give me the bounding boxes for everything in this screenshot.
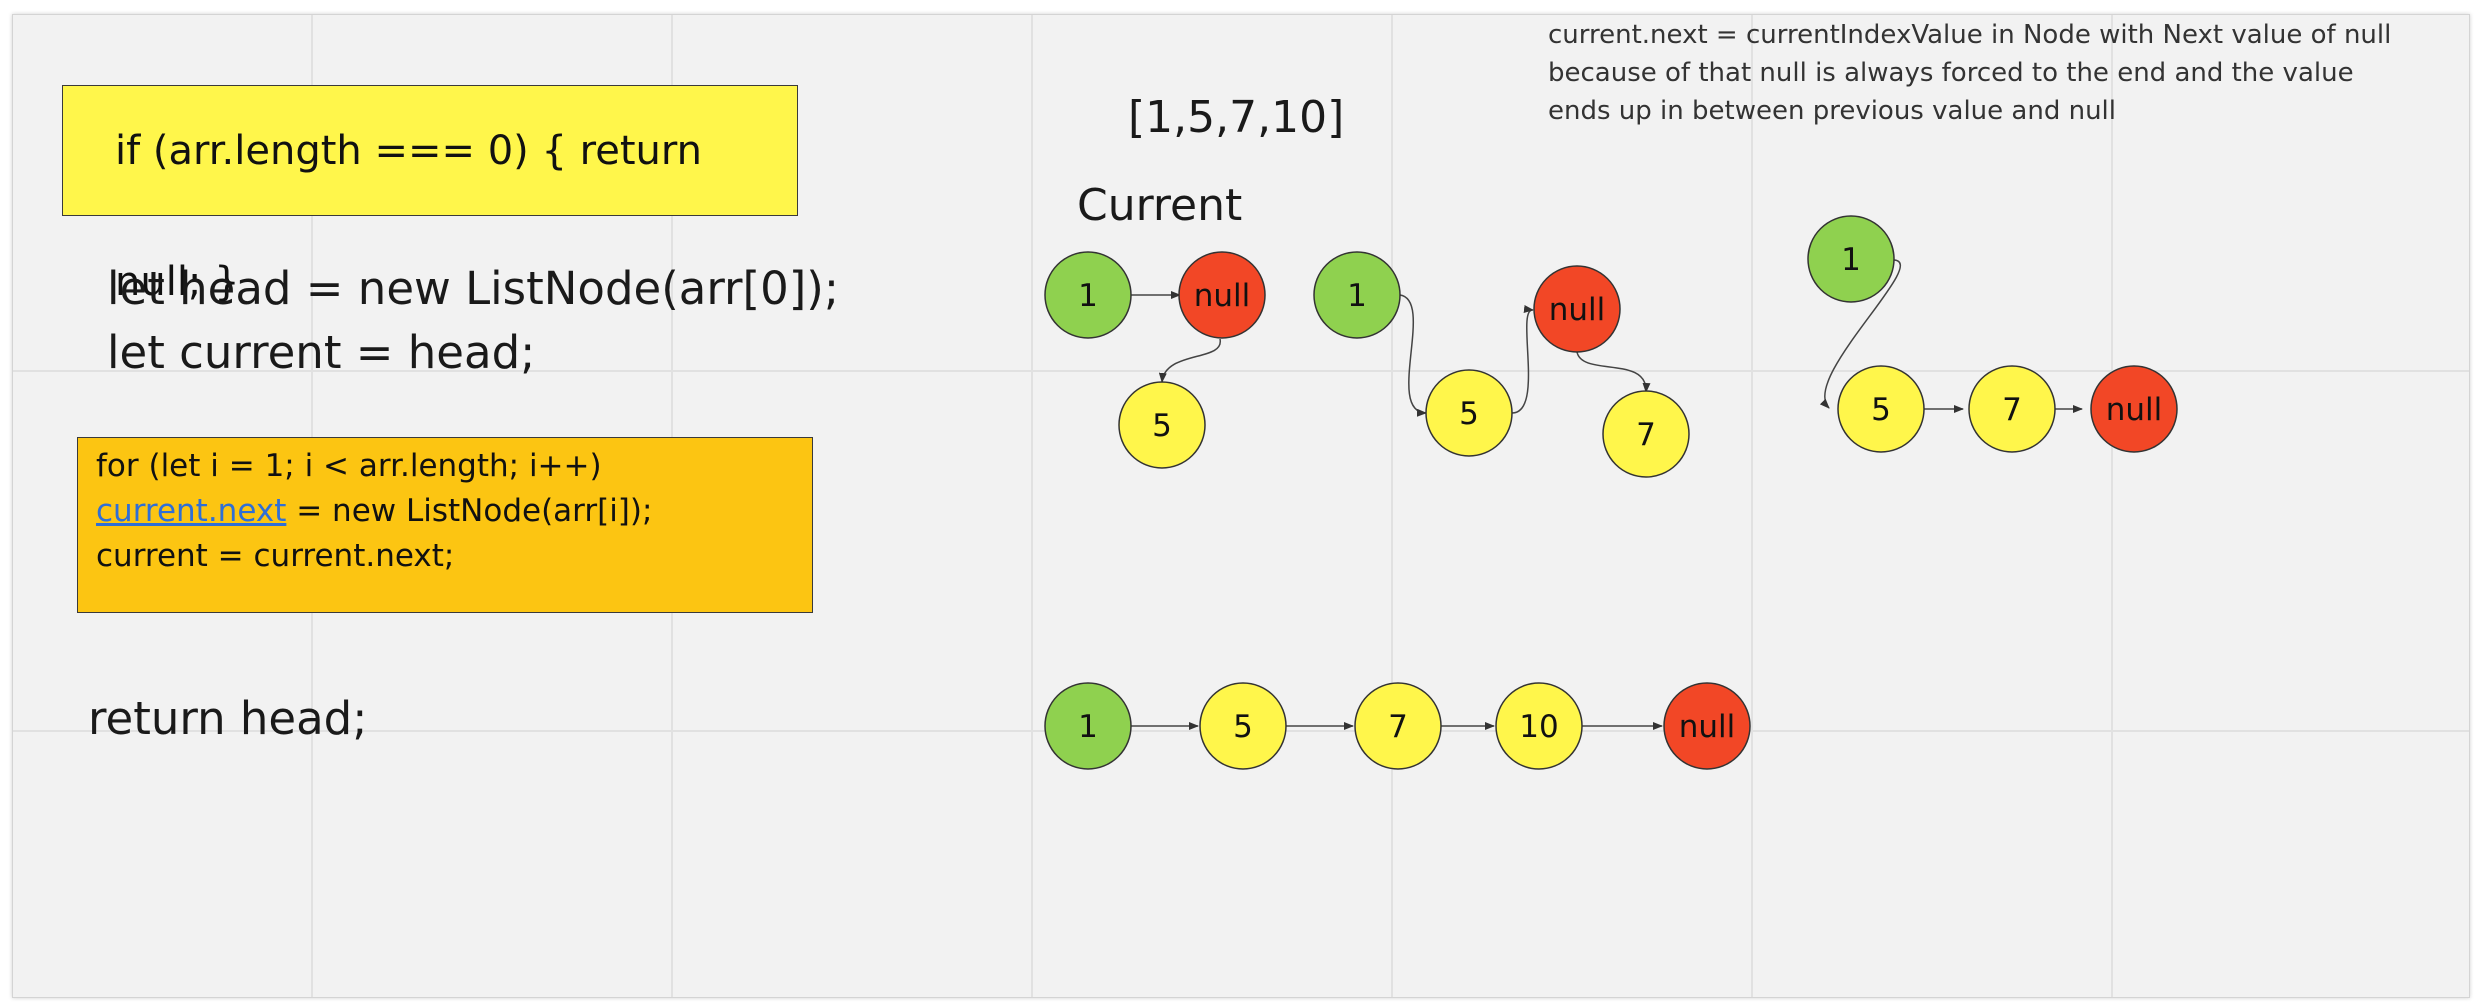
explanation-line-2: because of that null is always forced to… [1548, 58, 2354, 88]
node-circle [1495, 682, 1583, 770]
node-label: 7 [1636, 417, 1656, 453]
value-node-f-n5[interactable]: 5 [1199, 682, 1287, 770]
explanation-line-3: ends up in between previous value and nu… [1548, 96, 2116, 126]
node-label: 1 [1841, 242, 1861, 278]
for-loop-line-1: for (let i = 1; i < arr.length; i++) [96, 448, 602, 484]
node-circle [1044, 251, 1132, 339]
arrow-g2-n5-to-null [1511, 305, 1534, 414]
head-declaration-text: let head = new ListNode(arr[0]); [107, 262, 840, 315]
node-label: null [1549, 292, 1606, 328]
node-circle [1663, 682, 1751, 770]
node-circle [2090, 365, 2178, 453]
node-label: 5 [1871, 392, 1891, 428]
head-node-f-n1[interactable]: 1 [1044, 682, 1132, 770]
head-node-g3-n1[interactable]: 1 [1807, 215, 1895, 303]
node-label: 1 [1347, 278, 1367, 314]
node-label: 1 [1078, 709, 1098, 745]
null-node-g2-null[interactable]: null [1533, 265, 1621, 353]
arrow-g2-null-to-n7 [1576, 351, 1651, 393]
if-statement-text: if (arr.length === 0) { return null; } [115, 128, 702, 305]
node-circle [1118, 381, 1206, 469]
explanation-line-1: current.next = currentIndexValue in Node… [1548, 20, 2392, 50]
node-label: 5 [1152, 408, 1172, 444]
node-circle [1533, 265, 1621, 353]
return-statement-text: return head; [88, 692, 368, 745]
node-label: null [1679, 709, 1736, 745]
value-node-g3-n5[interactable]: 5 [1837, 365, 1925, 453]
if-sticky-note[interactable]: if (arr.length === 0) { return null; } [62, 85, 798, 305]
current-declaration-text: let current = head; [107, 326, 536, 379]
null-node-f-null[interactable]: null [1663, 682, 1751, 770]
node-circle [1199, 682, 1287, 770]
head-node-g1-n1[interactable]: 1 [1044, 251, 1132, 339]
node-circle [1044, 682, 1132, 770]
node-circle [1837, 365, 1925, 453]
node-label: 5 [1233, 709, 1253, 745]
for-loop-line-3: current = current.next; [96, 538, 455, 574]
node-label: null [2106, 392, 2163, 428]
list-nodes: 1 null 5 1 5 null 7 1 5 7 null 1 5 7 10 null [1044, 215, 2178, 770]
value-node-g3-n7[interactable]: 7 [1968, 365, 2056, 453]
node-label: 10 [1519, 709, 1558, 745]
node-circle [1354, 682, 1442, 770]
current-next-link[interactable]: current.next [96, 493, 287, 529]
value-node-g2-n5[interactable]: 5 [1425, 369, 1513, 457]
head-node-g2-n1[interactable]: 1 [1313, 251, 1401, 339]
node-label: 7 [2002, 392, 2022, 428]
for-loop-line-2-rest: = new ListNode(arr[i]); [286, 493, 653, 529]
node-circle [1313, 251, 1401, 339]
node-label: null [1194, 278, 1251, 314]
connector-arrows [1131, 259, 2083, 730]
node-circle [1178, 251, 1266, 339]
value-node-f-n7[interactable]: 7 [1354, 682, 1442, 770]
arrow-g3-n1-to-n5 [1819, 259, 1902, 409]
explanation-note[interactable]: current.next = currentIndexValue in Node… [1548, 16, 2392, 130]
node-circle [1425, 369, 1513, 457]
for-loop-line-2: current.next = new ListNode(arr[i]); [96, 489, 812, 534]
node-circle [1602, 390, 1690, 478]
value-node-g2-n7[interactable]: 7 [1602, 390, 1690, 478]
for-loop-sticky-note[interactable]: for (let i = 1; i < arr.length; i++) cur… [77, 437, 813, 613]
value-node-f-n10[interactable]: 10 [1495, 682, 1583, 770]
null-node-g1-null[interactable]: null [1178, 251, 1266, 339]
value-node-g1-n5[interactable]: 5 [1118, 381, 1206, 469]
node-label: 5 [1459, 396, 1479, 432]
node-label: 1 [1078, 278, 1098, 314]
node-label: 7 [1388, 709, 1408, 745]
node-circle [1807, 215, 1895, 303]
arrow-g1-null-to-n5 [1158, 338, 1221, 383]
node-circle [1968, 365, 2056, 453]
array-label: [1,5,7,10] [1128, 92, 1345, 143]
arrow-g2-n1-to-n5 [1399, 294, 1427, 417]
null-node-g3-null[interactable]: null [2090, 365, 2178, 453]
current-label: Current [1077, 180, 1243, 231]
